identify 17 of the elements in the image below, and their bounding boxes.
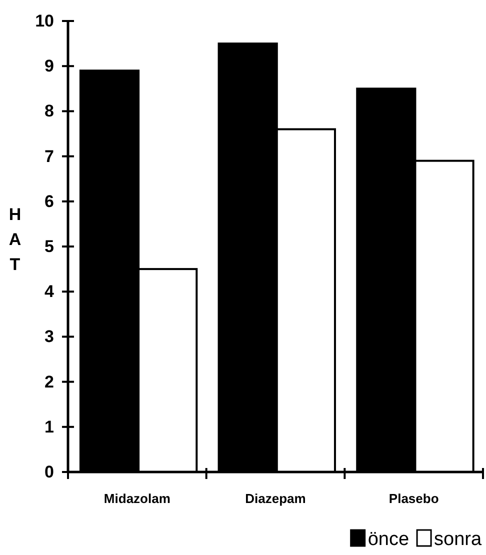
y-tick-label: 4 (44, 282, 55, 302)
y-tick-label: 5 (44, 236, 54, 256)
y-tick-label: 0 (44, 462, 54, 482)
y-tick-label: 1 (44, 417, 54, 436)
y-tick-label: 7 (44, 146, 54, 166)
y-tick-label: 9 (44, 56, 54, 76)
y-tick-label: 10 (35, 11, 54, 30)
legend-label: sonra (434, 529, 482, 550)
y-axis-title: HAT (8, 205, 22, 274)
y-tick-label: 6 (44, 192, 54, 211)
x-tick-label: Diazepam (245, 491, 306, 506)
legend-label: önce (368, 529, 410, 550)
x-tick-label: Plasebo (388, 491, 439, 506)
y-tick-label: 8 (44, 102, 54, 121)
y-tick-label: 2 (44, 372, 54, 392)
y-tick-label: 3 (44, 327, 54, 346)
x-tick-label: Midazolam (104, 491, 170, 506)
